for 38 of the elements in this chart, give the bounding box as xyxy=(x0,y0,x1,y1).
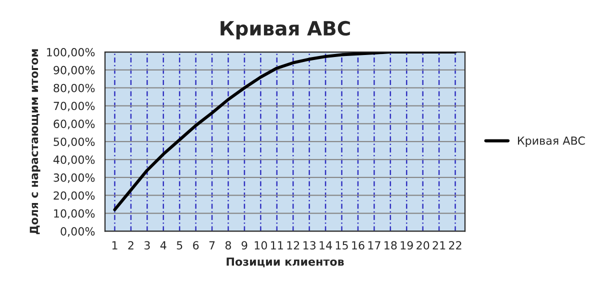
y-tick-label: 90,00% xyxy=(54,66,95,76)
y-tick-label: 50,00% xyxy=(54,138,95,148)
x-tick-label: 13 xyxy=(303,241,316,250)
y-tick-label: 100,00% xyxy=(47,48,95,58)
x-tick-label: 19 xyxy=(400,241,413,250)
x-tick-label: 16 xyxy=(352,241,364,250)
y-axis-title: Доля с нарастающим итогом xyxy=(30,49,40,234)
y-tick-label: 40,00% xyxy=(53,156,95,166)
y-tick-label: 60,00% xyxy=(54,120,95,130)
x-tick-label: 11 xyxy=(271,241,283,250)
y-tick-label: 10,00% xyxy=(54,209,95,219)
x-tick-label: 14 xyxy=(320,241,332,250)
x-tick-label: 15 xyxy=(336,241,348,250)
y-tick-label: 70,00% xyxy=(54,102,95,112)
x-tick-label: 17 xyxy=(368,241,380,250)
x-tick-label: 10 xyxy=(254,241,268,250)
x-tick-label: 12 xyxy=(287,241,300,250)
x-tick-label: 4 xyxy=(160,241,166,250)
x-tick-label: 7 xyxy=(209,241,215,250)
x-tick-label: 21 xyxy=(432,241,446,250)
x-tick-label: 3 xyxy=(144,241,150,250)
x-tick-label: 6 xyxy=(193,241,199,250)
x-tick-label: 20 xyxy=(416,241,430,250)
x-tick-label: 9 xyxy=(242,241,248,250)
x-axis-title: Позиции клиентов xyxy=(226,258,344,268)
x-tick-label: 5 xyxy=(176,241,182,250)
y-tick-label: 20,00% xyxy=(54,191,95,201)
y-tick-label: 30,00% xyxy=(54,173,95,183)
x-tick-label: 1 xyxy=(112,241,118,250)
chart-title: Кривая ABC xyxy=(220,20,350,40)
line-series xyxy=(113,52,457,212)
x-tick-label: 22 xyxy=(449,241,462,250)
y-tick-label: 0,00% xyxy=(60,227,95,237)
legend-label: Кривая ABC xyxy=(518,136,585,147)
x-tick-label: 18 xyxy=(384,241,397,250)
x-tick-label: 8 xyxy=(225,241,232,250)
x-tick-label: 2 xyxy=(128,241,134,250)
y-tick-label: 80,00% xyxy=(54,84,95,94)
